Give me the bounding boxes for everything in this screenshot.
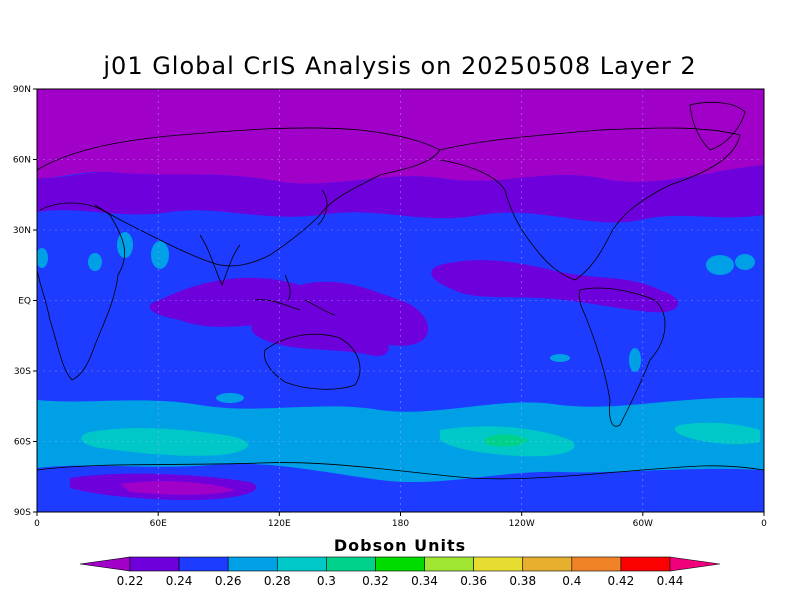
- colorbar-tick-label: 0.42: [608, 574, 635, 588]
- coast-africa: [37, 202, 125, 381]
- colorbar-segment: [669, 556, 721, 572]
- coast-north-america: [439, 127, 741, 281]
- field-spot-2: [151, 241, 169, 269]
- coast-antarctica: [37, 462, 764, 480]
- coast-australia: [263, 333, 361, 390]
- colorbar-tick-label: 0.36: [460, 574, 487, 588]
- field-spot-6: [735, 254, 755, 270]
- colorbar-tick-label: 0.28: [264, 574, 291, 588]
- field-north-mid: [37, 165, 764, 223]
- field-tropic-patch-east: [431, 260, 679, 313]
- field-green-patch: [485, 434, 528, 447]
- field-spot-7: [629, 348, 641, 372]
- colorbar-tick-label: 0.44: [657, 574, 684, 588]
- field-teal-patch-1: [81, 428, 249, 456]
- colorbar-tick-label: 0.26: [215, 574, 242, 588]
- colorbar-segment: [424, 556, 474, 572]
- field-spot-1: [117, 232, 133, 258]
- lat-tick-label: 90N: [13, 85, 31, 95]
- lon-tick-label: 60W: [633, 519, 653, 529]
- colorbar-segment: [178, 556, 229, 572]
- lon-tick-label: 180: [392, 519, 409, 529]
- colorbar-segment: [129, 556, 180, 572]
- field-spot-5: [706, 255, 734, 275]
- coast-greenland: [689, 101, 746, 151]
- lon-tick-label: 120W: [509, 519, 535, 529]
- colorbar-tick-label: 0.3: [317, 574, 336, 588]
- lat-tick-label: EQ: [18, 297, 31, 307]
- coast-japan: [317, 189, 328, 226]
- coast-south-america: [578, 287, 666, 427]
- colorbar-segment: [522, 556, 573, 572]
- field-spot-9: [216, 393, 244, 403]
- lat-tick-label: 30N: [13, 226, 31, 236]
- lat-axis: 90N 60N 30N EQ 30S 60S 90S: [13, 85, 37, 518]
- field-spot-8: [550, 354, 570, 362]
- colorbar-tick-label: 0.22: [117, 574, 144, 588]
- colorbar-tick-label: 0.4: [562, 574, 581, 588]
- map-title: j01 Global CrIS Analysis on 20250508 Lay…: [103, 52, 697, 80]
- field-antarctic-band: [37, 463, 764, 512]
- colorbar-segment: [620, 556, 671, 572]
- lat-tick-label: 60N: [13, 156, 31, 166]
- coast-eurasia: [37, 127, 441, 267]
- lat-tick-label: 30S: [14, 367, 31, 377]
- colorbar-segment: [473, 556, 524, 572]
- lon-tick-label: 0: [34, 519, 40, 529]
- lon-tick-label: 60E: [150, 519, 167, 529]
- lat-tick-label: 90S: [14, 508, 31, 518]
- colorbar-label: Dobson Units: [333, 536, 467, 555]
- lon-tick-label: 0: [761, 519, 767, 529]
- colorbar-tick-label: 0.24: [166, 574, 193, 588]
- lon-axis: 0 60E 120E 180 120W 60W 0: [34, 512, 767, 529]
- coast-indonesia: [254, 274, 336, 316]
- colorbar-segment: [571, 556, 622, 572]
- lat-tick-label: 60S: [14, 438, 31, 448]
- colorbar-tick-label: 0.34: [411, 574, 438, 588]
- gridlines: [37, 89, 764, 512]
- lon-tick-label: 120E: [268, 519, 291, 529]
- field-antarctic-magenta: [120, 481, 235, 495]
- colorbar-tick-label: 0.38: [509, 574, 536, 588]
- colorbar-segment: [79, 556, 131, 572]
- colorbar-segment: [276, 556, 327, 572]
- coast-india: [199, 234, 241, 287]
- colorbar-segment: [375, 556, 425, 572]
- colorbar: 0.22 0.24 0.26 0.28 0.3 0.32 0.34 0.36 0.38 0.4 0.…: [79, 556, 721, 588]
- field-spot-4: [37, 248, 48, 268]
- colorbar-segment: [227, 556, 278, 572]
- field-teal-patch-3: [674, 422, 760, 445]
- coastlines: [37, 101, 764, 480]
- colorbar-segment: [326, 556, 376, 572]
- field-spot-3: [88, 253, 102, 271]
- colorbar-tick-label: 0.32: [362, 574, 389, 588]
